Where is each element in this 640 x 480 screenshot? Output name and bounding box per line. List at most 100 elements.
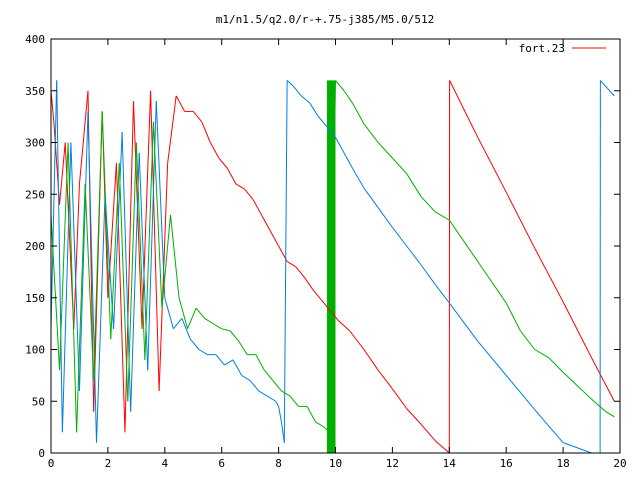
- series-segment: [335, 137, 345, 154]
- series-segment: [133, 101, 143, 329]
- series-segment: [76, 183, 86, 433]
- series-segment: [226, 168, 237, 185]
- y-tick-label: 300: [25, 137, 45, 150]
- series-segment: [59, 142, 66, 205]
- series-segment: [78, 90, 89, 184]
- series-segment: [312, 289, 322, 301]
- series-segment: [534, 349, 550, 359]
- series-0: [50, 80, 615, 454]
- x-tick-label: 4: [161, 457, 168, 470]
- series-segment: [135, 142, 146, 360]
- series-segment: [343, 90, 353, 104]
- series-segment: [73, 183, 80, 329]
- x-tick-label: 10: [329, 457, 342, 470]
- series-segment: [329, 80, 336, 433]
- series-segment: [352, 102, 365, 125]
- series-segment: [50, 80, 58, 329]
- series-segment: [152, 121, 163, 309]
- series-segment: [477, 137, 507, 193]
- legend-label-fort-23: fort.23: [519, 42, 565, 55]
- series-segment: [110, 163, 120, 340]
- series-segment: [261, 214, 271, 231]
- series-segment: [118, 163, 129, 402]
- series-segment: [249, 380, 260, 392]
- y-tick-label: 250: [25, 188, 45, 201]
- y-tick-label: 150: [25, 292, 45, 305]
- series-segment: [232, 359, 243, 376]
- series-segment: [269, 230, 280, 247]
- series-segment: [318, 116, 328, 128]
- series-segment: [562, 301, 592, 359]
- series-segment: [252, 199, 262, 216]
- series-segment: [591, 398, 607, 412]
- series-segment: [338, 320, 351, 332]
- series-segment: [141, 90, 152, 329]
- series-segment: [272, 380, 282, 392]
- series-segment: [434, 283, 450, 304]
- series-segment: [195, 307, 206, 319]
- y-axis: 0 50 100 150 200 250 300 350 400: [25, 33, 620, 460]
- y-tick-label: 200: [25, 240, 45, 253]
- series-segment: [449, 80, 479, 138]
- series-segment: [576, 385, 592, 400]
- x-tick-label: 8: [275, 457, 282, 470]
- series-segment: [224, 359, 234, 366]
- series-segment: [161, 214, 171, 309]
- series-segment: [548, 357, 564, 373]
- series-segment: [420, 195, 436, 213]
- series-segment: [263, 369, 274, 381]
- series-segment: [275, 401, 280, 407]
- series-segment: [87, 111, 98, 443]
- series-segment: [115, 163, 126, 433]
- series-segment: [155, 101, 166, 298]
- series-segment: [303, 276, 314, 290]
- legend: fort.23: [519, 42, 606, 55]
- series-segment: [204, 318, 214, 325]
- series-segment: [181, 318, 191, 340]
- series-segment: [107, 163, 117, 298]
- series-segment: [280, 421, 285, 443]
- series-segment: [150, 90, 160, 391]
- series-segment: [406, 245, 422, 265]
- x-tick-label: 16: [500, 457, 513, 470]
- series-segment: [201, 121, 211, 143]
- x-tick-label: 12: [386, 457, 399, 470]
- series-segment: [534, 409, 564, 443]
- series-segment: [278, 406, 282, 423]
- chart-title: m1/n1.5/q2.0/r-+.75-j385/M5.0/512: [216, 13, 435, 26]
- series-segment: [605, 411, 615, 418]
- series-segment: [406, 408, 422, 425]
- series-segment: [289, 395, 299, 407]
- series-segment: [434, 211, 450, 221]
- series-segment: [235, 183, 245, 190]
- series-segment: [301, 95, 311, 104]
- series-segment: [84, 183, 95, 381]
- series-segment: [477, 261, 493, 283]
- series-segment: [221, 328, 231, 332]
- series-segment: [420, 423, 436, 441]
- y-tick-label: 400: [25, 33, 45, 46]
- series-segment: [172, 318, 183, 330]
- series-segment: [244, 188, 254, 200]
- x-tick-label: 2: [105, 457, 112, 470]
- series-segment: [209, 142, 220, 159]
- series-segment: [127, 142, 137, 402]
- series-segment: [292, 85, 302, 97]
- series-segment: [591, 357, 615, 402]
- series-segment: [352, 168, 365, 189]
- series-segment: [70, 142, 80, 391]
- y-tick-label: 100: [25, 344, 45, 357]
- x-tick-label: 6: [218, 457, 225, 470]
- series-segment: [255, 354, 265, 371]
- series-segment: [505, 302, 521, 332]
- series-segment: [187, 307, 197, 329]
- series-segment: [477, 340, 507, 376]
- series-segment: [320, 299, 331, 311]
- x-tick-label: 20: [613, 457, 626, 470]
- series-segment: [562, 442, 592, 454]
- series-segment: [59, 142, 69, 371]
- series-segment: [343, 152, 354, 169]
- series-segment: [505, 191, 536, 249]
- series-segment: [448, 302, 479, 342]
